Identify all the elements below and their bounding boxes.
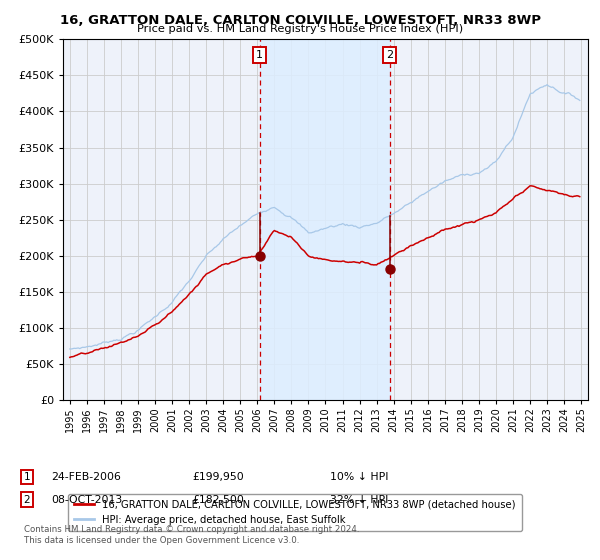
Legend: 16, GRATTON DALE, CARLTON COLVILLE, LOWESTOFT, NR33 8WP (detached house), HPI: A: 16, GRATTON DALE, CARLTON COLVILLE, LOWE…: [68, 494, 521, 531]
Text: 2: 2: [386, 50, 394, 60]
Text: 1: 1: [23, 472, 31, 482]
Text: 1: 1: [256, 50, 263, 60]
Text: Contains HM Land Registry data © Crown copyright and database right 2024.
This d: Contains HM Land Registry data © Crown c…: [24, 525, 359, 545]
Text: Price paid vs. HM Land Registry's House Price Index (HPI): Price paid vs. HM Land Registry's House …: [137, 24, 463, 34]
Text: 10% ↓ HPI: 10% ↓ HPI: [330, 472, 389, 482]
Text: 32% ↓ HPI: 32% ↓ HPI: [330, 494, 388, 505]
Text: £182,500: £182,500: [192, 494, 244, 505]
Text: 2: 2: [23, 494, 31, 505]
Text: 16, GRATTON DALE, CARLTON COLVILLE, LOWESTOFT, NR33 8WP: 16, GRATTON DALE, CARLTON COLVILLE, LOWE…: [59, 14, 541, 27]
Text: £199,950: £199,950: [192, 472, 244, 482]
Text: 08-OCT-2013: 08-OCT-2013: [51, 494, 122, 505]
Text: 24-FEB-2006: 24-FEB-2006: [51, 472, 121, 482]
Bar: [260, 39, 390, 400]
